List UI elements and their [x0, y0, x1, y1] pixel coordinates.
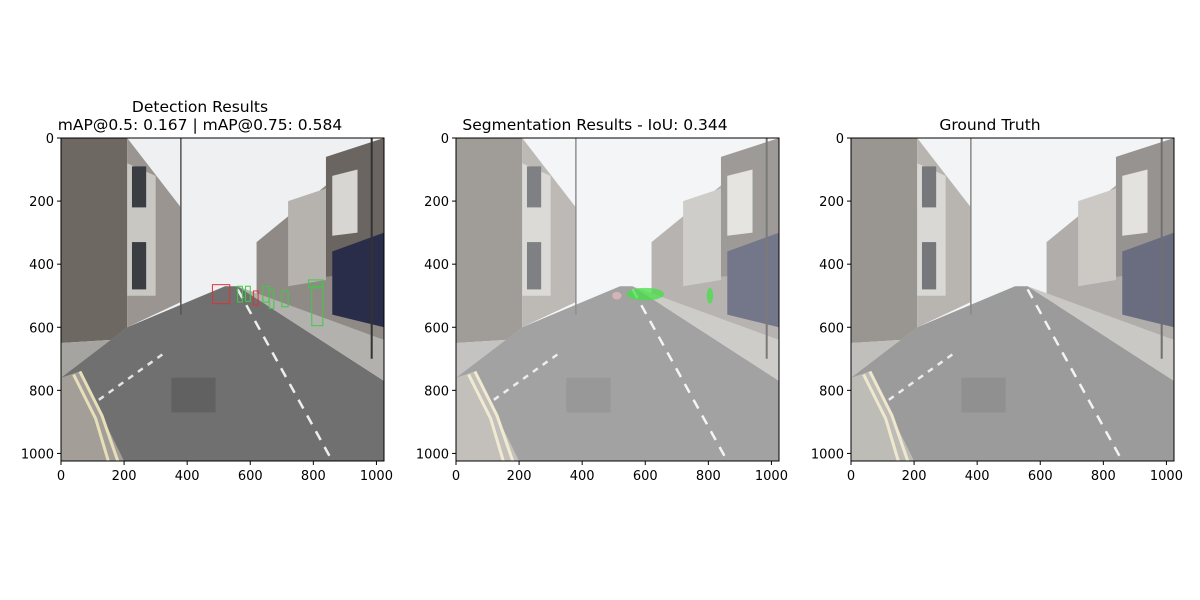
y-tick-label: 600 [424, 321, 449, 336]
y-tick-label: 0 [441, 132, 449, 147]
y-tick-label: 1000 [416, 447, 449, 462]
detection-box [211, 284, 231, 305]
x-tick-label: 800 [1091, 469, 1116, 484]
detection-box [308, 279, 324, 289]
panel-title-line-2: mAP@0.5: 0.167 | mAP@0.75: 0.584 [57, 116, 343, 134]
x-tick-label: 800 [696, 469, 721, 484]
panel-detection: Detection Results mAP@0.5: 0.167 | mAP@0… [0, 0, 400, 600]
panel-title: Ground Truth [939, 116, 1041, 134]
y-tick-label: 400 [29, 258, 54, 273]
segmentation-mask [612, 287, 714, 304]
x-tick-label: 200 [112, 469, 137, 484]
panel-title: Segmentation Results - IoU: 0.344 [462, 116, 728, 134]
x-tick-label: 600 [633, 469, 658, 484]
y-tick-label: 600 [29, 321, 54, 336]
axes-frame [850, 137, 1175, 462]
x-tick-label: 0 [452, 469, 460, 484]
x-tick-label: 0 [847, 469, 855, 484]
y-tick-label: 200 [424, 195, 449, 210]
x-tick-label: 400 [965, 469, 990, 484]
y-tick-label: 0 [46, 132, 54, 147]
x-tick-label: 400 [570, 469, 595, 484]
axes-frame [455, 137, 780, 462]
axes-frame [60, 137, 385, 462]
detection-box [245, 285, 251, 302]
street-image [61, 138, 384, 461]
y-tick-label: 600 [819, 321, 844, 336]
y-tick-label: 200 [819, 195, 844, 210]
y-tick-label: 200 [29, 195, 54, 210]
panel-title-line-1: Detection Results [131, 98, 269, 116]
y-tick-label: 1000 [21, 447, 54, 462]
x-tick-label: 1000 [755, 469, 788, 484]
y-tick-label: 400 [424, 258, 449, 273]
panel-segmentation: Segmentation Results - IoU: 0.344 0 200 40… [395, 0, 795, 600]
street-image [851, 138, 1174, 461]
x-tick-label: 400 [175, 469, 200, 484]
x-tick-label: 600 [1028, 469, 1053, 484]
detection-box [281, 290, 289, 308]
detection-box [268, 288, 275, 309]
y-tick-label: 800 [424, 384, 449, 399]
street-image [456, 138, 779, 461]
x-tick-label: 200 [507, 469, 532, 484]
x-tick-label: 800 [301, 469, 326, 484]
x-tick-label: 1000 [1150, 469, 1183, 484]
detection-box [237, 285, 243, 303]
x-tick-label: 1000 [360, 469, 393, 484]
x-tick-label: 200 [902, 469, 927, 484]
detection-box [252, 290, 259, 306]
x-tick-label: 600 [238, 469, 263, 484]
y-tick-label: 0 [836, 132, 844, 147]
panel-ground-truth: Ground Truth 0 200 400 600 800 1000 0 200 400 600… [790, 0, 1190, 600]
y-tick-label: 400 [819, 258, 844, 273]
y-tick-label: 800 [819, 384, 844, 399]
y-tick-label: 800 [29, 384, 54, 399]
x-tick-label: 0 [57, 469, 65, 484]
detection-box [311, 285, 324, 327]
y-tick-label: 1000 [811, 447, 844, 462]
